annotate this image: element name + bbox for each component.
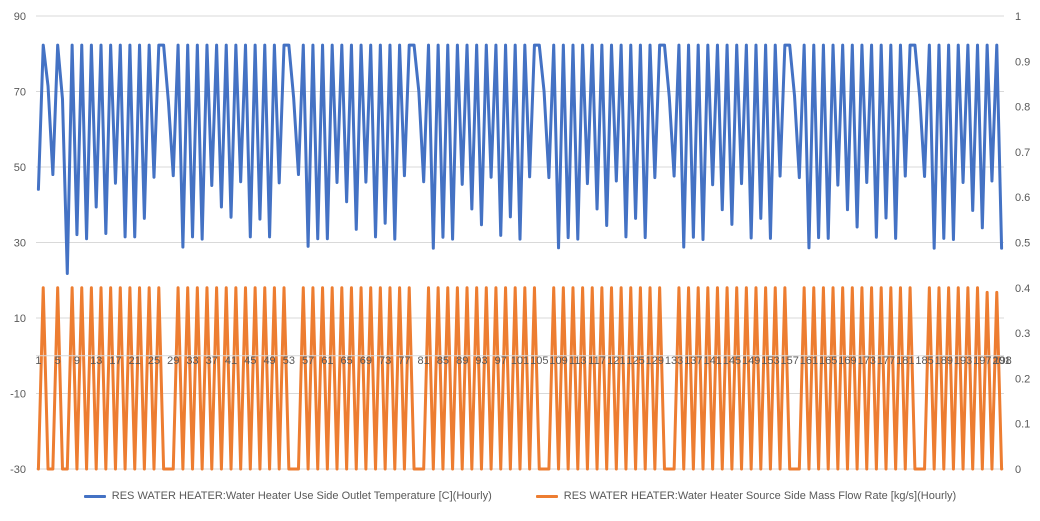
x-tick-label: 9 (74, 355, 80, 367)
left-tick-label: 50 (14, 162, 26, 174)
x-tick-label: 73 (379, 355, 391, 367)
x-tick-label: 77 (398, 355, 410, 367)
x-tick-label: 5 (55, 355, 61, 367)
right-tick-label: 0.5 (1015, 238, 1030, 250)
legend-item-temperature: RES WATER HEATER:Water Heater Use Side O… (83, 490, 492, 502)
x-tick-label: 177 (877, 355, 895, 367)
x-tick-label: 97 (495, 355, 507, 367)
right-tick-label: 1 (1015, 11, 1021, 23)
x-tick-label: 165 (819, 355, 837, 367)
x-tick-label: 21 (129, 355, 141, 367)
left-axis: 90 70 50 30 10 -10 -30 (10, 11, 26, 476)
left-tick-label: -10 (10, 389, 26, 401)
right-tick-label: 0.8 (1015, 102, 1030, 114)
x-tick-label: 61 (321, 355, 333, 367)
legend-label-temperature: RES WATER HEATER:Water Heater Use Side O… (111, 490, 492, 502)
x-tick-label: 57 (302, 355, 314, 367)
x-tick-label: 1 (35, 355, 41, 367)
x-tick-label: 37 (206, 355, 218, 367)
x-tick-label: 25 (148, 355, 160, 367)
series-line-temperature (36, 43, 1004, 275)
right-tick-label: 0.2 (1015, 373, 1030, 385)
x-tick-label: 13 (90, 355, 102, 367)
x-tick-label: 33 (186, 355, 198, 367)
x-tick-label: 198 (993, 355, 1011, 367)
x-tick-label: 169 (838, 355, 856, 367)
legend-swatch-temperature (83, 494, 106, 498)
x-tick-label: 53 (283, 355, 295, 367)
left-tick-label: 90 (14, 11, 26, 23)
x-tick-label: 193 (954, 355, 972, 367)
x-tick-label: 101 (511, 355, 529, 367)
x-axis: 1 5 9 13 17 21 25 29 33 37 41 45 49 53 57 61 65 69 73 77 81 8… (35, 355, 1011, 367)
x-tick-label: 153 (761, 355, 779, 367)
x-tick-label: 129 (646, 355, 664, 367)
x-tick-label: 65 (341, 355, 353, 367)
x-tick-label: 197 (973, 355, 991, 367)
left-tick-label: 30 (14, 238, 26, 250)
x-tick-label: 41 (225, 355, 237, 367)
legend: RES WATER HEATER:Water Heater Use Side O… (0, 488, 1040, 504)
x-tick-label: 141 (703, 355, 721, 367)
x-tick-label: 121 (607, 355, 625, 367)
x-tick-label: 113 (569, 355, 587, 367)
series-lines (36, 43, 1004, 471)
x-tick-label: 133 (665, 355, 683, 367)
x-tick-label: 117 (588, 355, 606, 367)
right-tick-label: 0.7 (1015, 147, 1030, 159)
right-tick-label: 0.9 (1015, 56, 1030, 68)
x-tick-label: 93 (475, 355, 487, 367)
left-tick-label: 70 (14, 87, 26, 99)
left-tick-label: 10 (14, 313, 26, 325)
x-tick-label: 81 (418, 355, 430, 367)
legend-label-flow-rate: RES WATER HEATER:Water Heater Source Sid… (563, 490, 957, 502)
series-line-flow-rate (36, 286, 1004, 471)
x-tick-label: 85 (437, 355, 449, 367)
x-tick-label: 105 (530, 355, 548, 367)
x-tick-label: 157 (781, 355, 799, 367)
x-tick-label: 189 (935, 355, 953, 367)
x-tick-label: 49 (263, 355, 275, 367)
x-tick-label: 161 (800, 355, 818, 367)
right-tick-label: 0 (1015, 464, 1021, 476)
x-tick-label: 45 (244, 355, 256, 367)
x-tick-label: 29 (167, 355, 179, 367)
x-tick-label: 181 (896, 355, 914, 367)
right-axis: 1 0.9 0.8 0.7 0.6 0.5 0.4 0.3 0.2 0.1 0 (1015, 11, 1030, 476)
x-tick-label: 185 (915, 355, 933, 367)
x-tick-label: 201 (992, 355, 1010, 367)
legend-swatch-flow-rate (535, 494, 558, 498)
legend-item-flow-rate: RES WATER HEATER:Water Heater Source Sid… (535, 490, 957, 502)
x-tick-label: 17 (109, 355, 121, 367)
right-tick-label: 0.1 (1015, 419, 1030, 431)
left-tick-label: -30 (10, 464, 26, 476)
right-tick-label: 0.4 (1015, 283, 1030, 295)
right-tick-label: 0.3 (1015, 328, 1030, 340)
x-tick-label: 145 (723, 355, 741, 367)
x-tick-label: 89 (456, 355, 468, 367)
right-tick-label: 0.6 (1015, 192, 1030, 204)
x-tick-label: 137 (684, 355, 702, 367)
x-tick-label: 69 (360, 355, 372, 367)
x-tick-label: 109 (549, 355, 567, 367)
x-tick-label: 173 (858, 355, 876, 367)
x-tick-label: 149 (742, 355, 760, 367)
x-tick-label: 125 (626, 355, 644, 367)
